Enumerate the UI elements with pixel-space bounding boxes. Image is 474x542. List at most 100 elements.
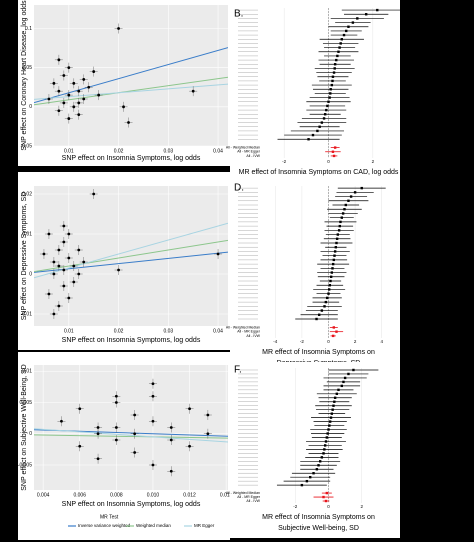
point — [333, 250, 337, 253]
panel — [230, 178, 400, 368]
point — [331, 75, 335, 78]
point — [323, 448, 326, 451]
point — [327, 428, 330, 431]
point — [127, 121, 130, 124]
point — [331, 334, 335, 338]
point — [329, 92, 332, 95]
y-tick-label: 0 — [29, 104, 32, 110]
point — [344, 203, 347, 207]
point — [309, 475, 312, 479]
point — [345, 29, 348, 33]
point — [67, 117, 71, 120]
point — [317, 313, 321, 316]
point — [335, 392, 339, 396]
point — [320, 309, 324, 312]
point — [62, 224, 66, 228]
point — [188, 444, 191, 448]
legend-title: MR Test — [100, 514, 119, 520]
plot-area — [34, 365, 228, 490]
x-axis-label: MR effect of Insomnia Symptoms on CAD, l… — [239, 169, 399, 176]
point — [322, 117, 326, 120]
point — [325, 108, 328, 112]
point — [114, 438, 118, 442]
point — [326, 432, 329, 435]
point — [331, 150, 335, 153]
point — [320, 121, 324, 124]
y-axis-label: SNP effect on Coronary Heart Disease, lo… — [21, 0, 28, 151]
point — [57, 264, 61, 268]
panel-letter: F. — [234, 365, 242, 376]
panel-letter: D. — [234, 183, 244, 194]
pooled-label: All - IVW — [246, 499, 260, 503]
x-tick-label: 0.03 — [163, 148, 173, 154]
point — [169, 438, 173, 442]
x-tick-label: 0.01 — [64, 148, 74, 154]
point — [47, 97, 51, 101]
point — [324, 499, 328, 503]
point — [191, 89, 195, 93]
point — [72, 81, 76, 85]
y-axis-label: SNP effect on Depressive Symptoms, SD — [21, 192, 28, 321]
point — [343, 208, 346, 211]
point — [323, 305, 326, 308]
point — [323, 113, 327, 116]
y-tick-label: -0.005 — [18, 462, 32, 468]
point — [78, 444, 82, 448]
point — [333, 146, 337, 149]
point — [333, 67, 336, 70]
point — [62, 101, 66, 105]
pooled-label: All - MR Egger — [237, 495, 261, 499]
x-tick-label: -2 — [293, 504, 297, 509]
point — [335, 241, 338, 245]
x-axis-label: Subjective Well-being, SD — [278, 525, 359, 532]
x-tick-label: 2 — [372, 159, 375, 164]
point — [57, 89, 61, 93]
point — [353, 191, 357, 194]
y-tick-label: 0 — [29, 431, 32, 437]
point — [67, 66, 71, 70]
point — [151, 394, 155, 398]
point — [312, 472, 315, 475]
fit-line — [34, 83, 228, 100]
pooled-label: All - Weighted Median — [226, 325, 260, 329]
y-tick-label: 0 — [29, 271, 32, 277]
point — [351, 21, 355, 24]
point — [47, 232, 51, 236]
point — [72, 264, 76, 268]
point — [52, 81, 56, 85]
point — [305, 479, 309, 483]
point — [333, 400, 336, 403]
point — [318, 460, 322, 463]
x-tick-label: 0.012 — [183, 492, 196, 498]
point — [325, 296, 329, 300]
point — [300, 483, 304, 487]
y-tick-label: 0.01 — [22, 369, 32, 375]
x-axis-label: MR effect of Insomnia Symptoms on — [262, 349, 375, 356]
point — [96, 426, 100, 429]
point — [82, 97, 86, 101]
point — [328, 96, 331, 99]
y-tick-label: 0.05 — [22, 65, 32, 71]
point — [117, 27, 120, 30]
pooled-label: All - IVW — [246, 154, 260, 158]
point — [324, 300, 328, 304]
y-tick-label: 0.1 — [25, 26, 32, 32]
point — [326, 104, 329, 108]
point — [169, 469, 173, 473]
panel — [230, 362, 400, 538]
point — [332, 258, 336, 262]
point — [311, 133, 315, 137]
x-tick-label: 0 — [327, 159, 330, 164]
point — [329, 279, 332, 283]
pooled-label: All - Weighted Median — [226, 491, 260, 495]
point — [336, 54, 339, 58]
point — [339, 220, 342, 224]
point — [57, 304, 61, 308]
point — [169, 426, 173, 429]
x-tick-label: 0.01 — [64, 328, 74, 334]
legend-label: Inverse variance weighted — [78, 523, 131, 528]
point — [77, 101, 81, 105]
point — [324, 440, 328, 443]
pooled-label: All - MR Egger — [237, 150, 261, 154]
point — [52, 260, 56, 264]
